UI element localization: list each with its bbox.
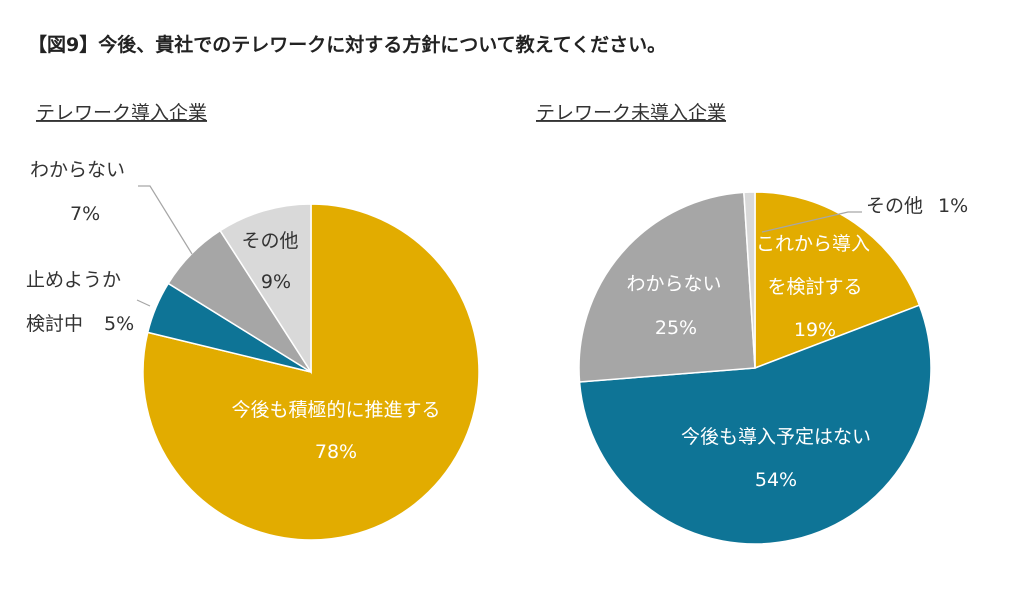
right-slice-value-3: 1% <box>938 195 968 217</box>
left-pie-slice-3 <box>219 203 312 375</box>
chart-title: 【図9】今後、貴社でのテレワークに対する方針について教えてください。 <box>28 34 667 56</box>
right-slice-label-0-line1: これから導入 <box>756 233 870 255</box>
right-pie-slice-2 <box>578 191 756 383</box>
right-slice-value-1: 54% <box>755 469 797 491</box>
left-pie <box>142 203 480 541</box>
right-pie-slice-0 <box>754 191 921 370</box>
left-slice-label-0: 今後も積極的に推進する <box>231 399 440 421</box>
left-slice-label-3: その他 <box>241 230 298 252</box>
right-slice-label-2: わからない <box>626 273 721 295</box>
leader-right-sonota <box>761 211 862 233</box>
left-pie-subtitle: テレワーク導入企業 <box>36 102 207 124</box>
leader-left-wakaranai <box>138 185 193 255</box>
right-slice-value-2: 25% <box>655 317 697 339</box>
leader-left-yameyouka <box>136 299 151 307</box>
left-slice-label-1-line2: 検討中 <box>26 313 83 335</box>
right-slice-label-1: 今後も導入予定はない <box>681 426 871 448</box>
right-pie-slice-1 <box>578 304 932 545</box>
right-slice-label-0-line2: を検討する <box>767 276 862 298</box>
left-slice-value-2: 7% <box>70 203 100 225</box>
left-slice-label-2: わからない <box>30 159 125 181</box>
right-slice-label-3: その他 <box>866 195 923 217</box>
left-slice-label-1-line1: 止めようか <box>26 269 121 291</box>
left-slice-value-0: 78% <box>315 441 357 463</box>
right-pie-subtitle: テレワーク未導入企業 <box>536 102 726 124</box>
left-slice-value-1: 5% <box>104 313 134 335</box>
right-slice-value-0: 19% <box>794 319 836 341</box>
left-slice-value-3: 9% <box>261 271 291 293</box>
right-pie-slice-3 <box>743 191 756 369</box>
right-pie <box>578 191 932 545</box>
